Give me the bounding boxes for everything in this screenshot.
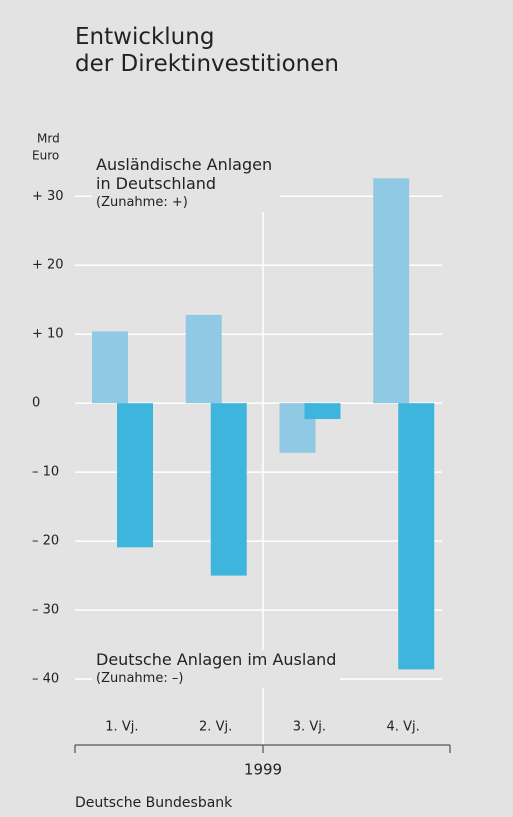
y-tick-label: + 10	[32, 327, 64, 342]
bar	[92, 331, 128, 404]
title-line: Entwicklung	[75, 24, 215, 50]
y-tick-label: – 40	[32, 672, 59, 687]
bar	[185, 314, 222, 404]
bar	[304, 403, 341, 420]
chart-title: Entwicklung der Direktinvestitionen	[75, 24, 339, 78]
legend-label: Ausländische Anlagen in Deutschland	[96, 155, 273, 193]
y-tick-label: – 10	[32, 465, 59, 480]
source: Deutsche Bundesbank	[75, 795, 233, 811]
bar	[117, 403, 153, 548]
legend-note: (Zunahme: –)	[96, 671, 184, 686]
x-tick-label: 2. Vj.	[199, 720, 232, 735]
bar	[210, 403, 247, 576]
legend-note: (Zunahme: +)	[96, 195, 188, 210]
y-tick-label: + 30	[32, 189, 64, 204]
x-tick-label: 4. Vj.	[387, 720, 420, 735]
y-tick-label: – 20	[32, 534, 59, 549]
x-axis-label: 1999	[244, 761, 282, 779]
legend-entry: Ausländische Anlagen in Deutschland (Zun…	[92, 155, 280, 212]
x-tick-label: 3. Vj.	[293, 720, 326, 735]
y-axis-label: Euro	[32, 149, 59, 163]
y-tick-label: + 20	[32, 258, 64, 273]
x-tick-label: 1. Vj.	[105, 720, 138, 735]
bar	[398, 403, 435, 670]
legend-entry: Deutsche Anlagen im Ausland (Zunahme: –)	[92, 650, 341, 688]
y-tick-label: – 30	[32, 603, 59, 618]
y-tick-label: 0	[32, 396, 40, 411]
title-line: der Direktinvestitionen	[75, 51, 339, 77]
y-axis-label: Mrd	[37, 132, 60, 146]
bar	[373, 178, 410, 404]
legend-label: Deutsche Anlagen im Ausland	[96, 650, 337, 669]
